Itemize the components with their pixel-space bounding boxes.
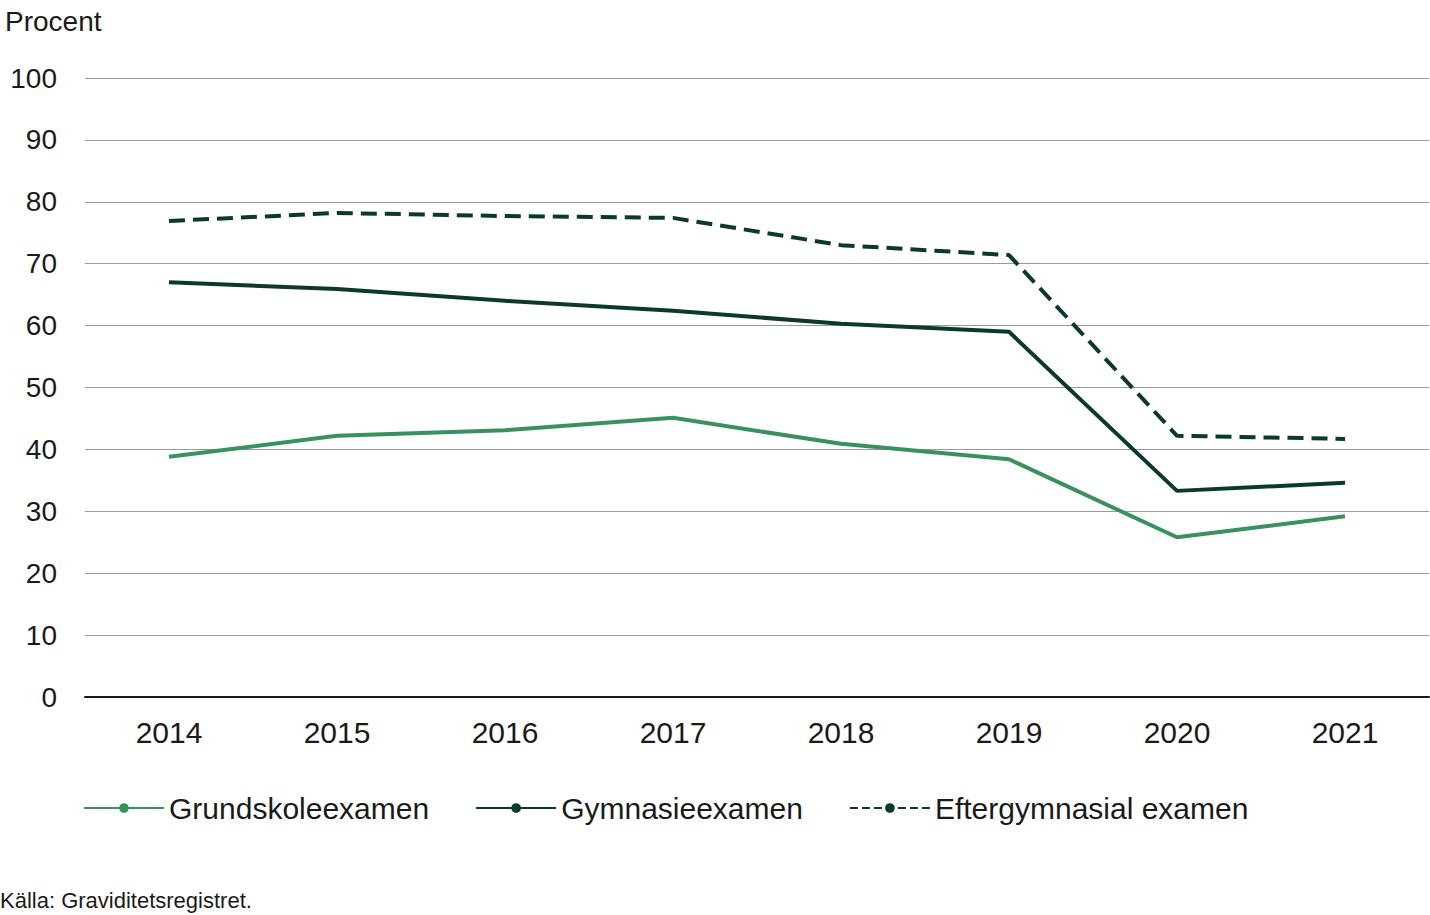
svg-text:60: 60 [26,310,57,341]
svg-text:10: 10 [26,620,57,651]
svg-text:2015: 2015 [304,716,371,749]
svg-text:20: 20 [26,558,57,589]
svg-text:2020: 2020 [1144,716,1211,749]
svg-text:Grundskoleexamen: Grundskoleexamen [169,792,429,825]
svg-text:30: 30 [26,496,57,527]
svg-text:2018: 2018 [808,716,875,749]
svg-text:2016: 2016 [472,716,539,749]
svg-text:2014: 2014 [136,716,203,749]
svg-text:40: 40 [26,434,57,465]
svg-text:Eftergymnasial examen: Eftergymnasial examen [935,792,1248,825]
svg-text:2017: 2017 [640,716,707,749]
svg-text:50: 50 [26,372,57,403]
svg-text:Gymnasieexamen: Gymnasieexamen [561,792,803,825]
svg-text:90: 90 [26,124,57,155]
svg-text:Källa: Graviditetsregistret.: Källa: Graviditetsregistret. [0,888,252,913]
svg-text:2021: 2021 [1312,716,1379,749]
svg-text:80: 80 [26,186,57,217]
svg-text:2019: 2019 [976,716,1043,749]
svg-text:100: 100 [10,63,57,94]
svg-text:70: 70 [26,248,57,279]
svg-text:Procent: Procent [5,6,102,37]
svg-text:0: 0 [41,682,57,713]
